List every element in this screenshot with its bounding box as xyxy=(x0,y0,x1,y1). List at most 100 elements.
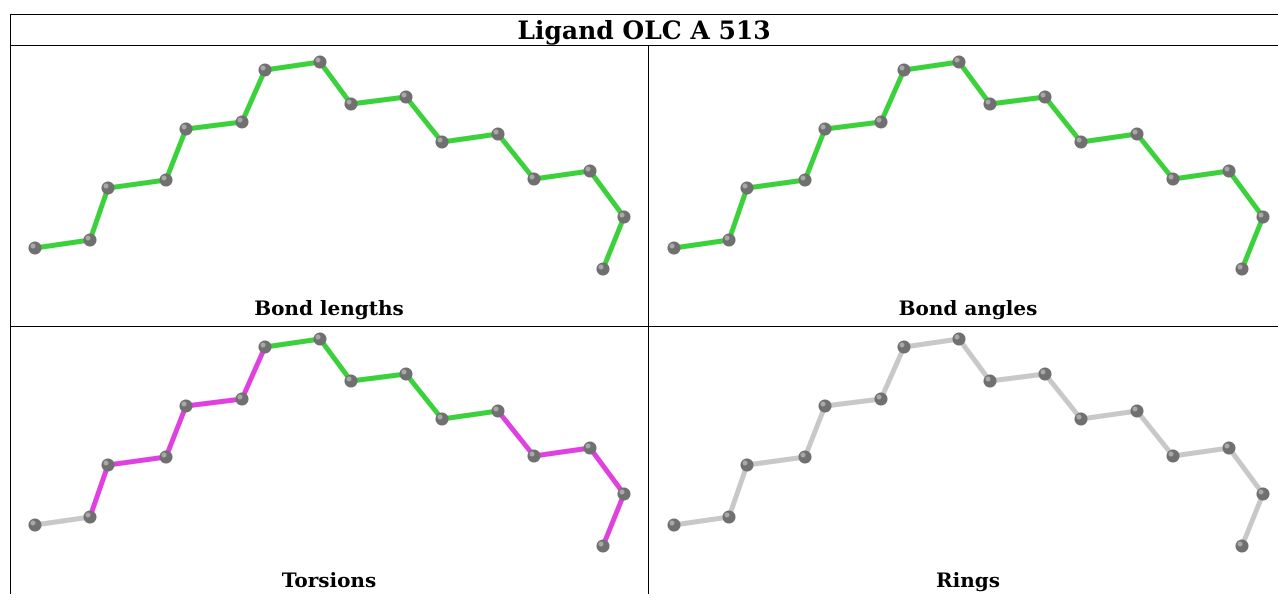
atom xyxy=(159,450,173,464)
bond xyxy=(1239,491,1266,549)
bond xyxy=(1170,445,1232,459)
atom xyxy=(667,241,681,255)
bond xyxy=(1134,408,1176,459)
bond xyxy=(439,408,501,422)
atom-highlight xyxy=(493,406,499,412)
bond xyxy=(87,462,111,520)
atom-highlight xyxy=(315,334,321,340)
molecule-view-bond-angles xyxy=(667,55,1270,276)
atom-highlight xyxy=(161,175,167,181)
atom xyxy=(897,340,911,354)
bond xyxy=(105,177,169,191)
atom-highlight xyxy=(85,235,91,241)
bond xyxy=(956,336,993,384)
bond xyxy=(587,168,627,220)
bond xyxy=(183,119,245,132)
atom-highlight xyxy=(800,175,806,181)
atom-highlight xyxy=(1258,212,1264,218)
atom xyxy=(952,332,966,346)
atom xyxy=(798,450,812,464)
atom-highlight xyxy=(181,124,187,130)
atom-highlight xyxy=(820,401,826,407)
bond xyxy=(1078,408,1140,422)
bond xyxy=(495,131,537,182)
bond xyxy=(163,403,189,460)
atom-highlight xyxy=(598,541,604,547)
atom-highlight xyxy=(1168,174,1174,180)
bond xyxy=(901,59,962,73)
panel-bond-lengths: Bond lengths xyxy=(10,46,648,322)
atom xyxy=(344,374,358,388)
bond xyxy=(1239,214,1266,272)
atom xyxy=(818,122,832,136)
bond xyxy=(987,94,1048,107)
atom xyxy=(1074,135,1088,149)
bond xyxy=(802,403,828,460)
bond xyxy=(495,408,537,459)
atom xyxy=(399,90,413,104)
atom-highlight xyxy=(1258,489,1264,495)
atom-highlight xyxy=(103,460,109,466)
bond xyxy=(531,168,593,182)
atom xyxy=(617,210,631,224)
atom xyxy=(435,135,449,149)
atom-highlight xyxy=(103,183,109,189)
atom xyxy=(1235,539,1249,553)
atom-highlight xyxy=(820,124,826,130)
atom xyxy=(527,449,541,463)
atom xyxy=(28,518,42,532)
atom xyxy=(983,374,997,388)
atom xyxy=(313,55,327,69)
bond xyxy=(671,514,732,528)
panel-caption: Bond angles xyxy=(898,296,1038,320)
atom xyxy=(344,97,358,111)
bond xyxy=(239,67,268,125)
bond xyxy=(32,514,93,528)
atom-highlight xyxy=(529,451,535,457)
bond xyxy=(439,131,501,145)
atom xyxy=(596,539,610,553)
bond xyxy=(956,59,993,107)
bond xyxy=(262,336,323,350)
atom-highlight xyxy=(529,174,535,180)
atom xyxy=(1222,441,1236,455)
atom-highlight xyxy=(493,129,499,135)
bond xyxy=(744,177,808,191)
atom-highlight xyxy=(260,342,266,348)
atom-highlight xyxy=(30,520,36,526)
bond xyxy=(348,94,409,107)
bond xyxy=(726,462,750,520)
atom xyxy=(527,172,541,186)
atom-highlight xyxy=(585,166,591,172)
atom-highlight xyxy=(899,342,905,348)
atom xyxy=(667,518,681,532)
bond xyxy=(239,344,268,402)
molecule-view-bond-lengths xyxy=(28,55,631,276)
atom xyxy=(798,173,812,187)
atom xyxy=(313,332,327,346)
atom-highlight xyxy=(1076,137,1082,143)
atom xyxy=(435,412,449,426)
atom-highlight xyxy=(1132,406,1138,412)
panel-caption: Torsions xyxy=(281,568,377,592)
atom xyxy=(28,241,42,255)
bond xyxy=(1042,94,1084,145)
atom-highlight xyxy=(1224,443,1230,449)
atom-highlight xyxy=(742,460,748,466)
atom-highlight xyxy=(346,99,352,105)
atom xyxy=(491,404,505,418)
atom-highlight xyxy=(181,401,187,407)
atom xyxy=(1130,127,1144,141)
atom xyxy=(722,233,736,247)
bond xyxy=(32,237,93,251)
atom-highlight xyxy=(669,243,675,249)
atom xyxy=(897,63,911,77)
bond xyxy=(600,491,627,549)
bond xyxy=(802,126,828,183)
atom xyxy=(1130,404,1144,418)
atom-highlight xyxy=(1237,264,1243,270)
bond xyxy=(587,445,627,497)
border-top xyxy=(10,14,1278,15)
figure-title: Ligand OLC A 513 xyxy=(517,16,771,45)
border-row-divider xyxy=(10,326,1278,327)
